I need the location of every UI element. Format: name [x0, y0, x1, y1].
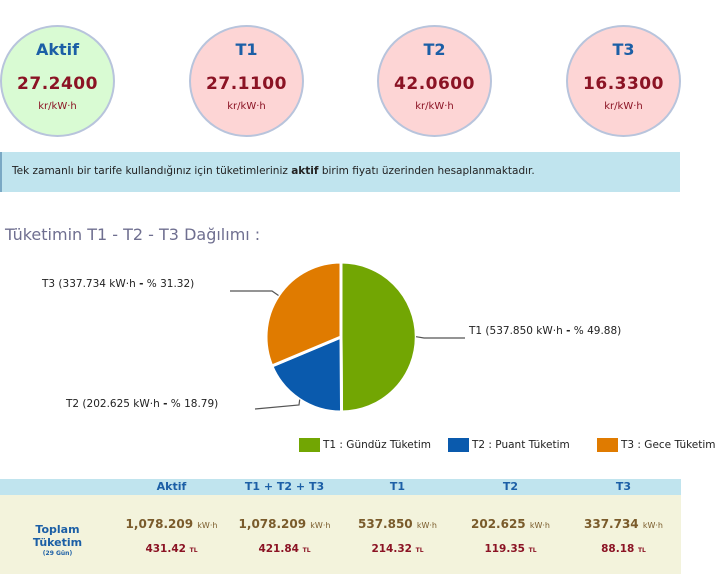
pie-slice-t1	[339, 260, 418, 414]
rate-value: 27.1100	[206, 74, 287, 94]
legend-swatch-t2	[448, 438, 469, 452]
table-row: Toplam Tüketim (29 Gün) 1,078.209 kW·h 1…	[0, 495, 681, 574]
info-text-before: Tek zamanlı bir tarife kullandığınız içi…	[12, 165, 292, 177]
table-header-aktif: Aktif	[156, 480, 187, 493]
table-header-t3: T3	[615, 480, 632, 493]
rate-circle-aktif: Aktif 27.2400 kr/kW·h	[0, 25, 115, 137]
row-label-line1: Toplam	[35, 523, 80, 536]
rate-value: 16.3300	[583, 74, 664, 94]
pie-chart: T1 (537.850 kW·h - % 49.88) T2 (202.625 …	[41, 260, 621, 414]
table-header-total: T1 + T2 + T3	[244, 480, 325, 493]
section-title: Tüketimin T1 - T2 - T3 Dağılımı :	[5, 225, 261, 244]
kwh-cell-aktif: 1,078.209 kW·h	[125, 517, 218, 531]
pie-label-t2: T2 (202.625 kW·h - % 18.79)	[65, 398, 218, 410]
rate-title: T2	[423, 40, 446, 59]
consumption-table: Aktif T1 + T2 + T3 T1 T2 T3 Toplam Tüket…	[0, 479, 681, 574]
row-label-line2: Tüketim	[32, 536, 83, 549]
pie-label-t3: T3 (337.734 kW·h - % 31.32)	[41, 278, 194, 290]
tl-cell-t2: 119.35 TL	[484, 543, 537, 555]
rate-unit: kr/kW·h	[227, 101, 266, 112]
legend-item-t1: T1 : Gündüz Tüketim	[299, 438, 431, 452]
rate-unit: kr/kW·h	[415, 101, 454, 112]
rate-unit: kr/kW·h	[38, 101, 77, 112]
kwh-cell-t3: 337.734 kW·h	[584, 517, 663, 531]
legend-label: T3 : Gece Tüketim	[621, 439, 716, 451]
rate-value: 42.0600	[394, 74, 475, 94]
rate-title: Aktif	[35, 40, 80, 59]
rate-circle-t2: T2 42.0600 kr/kW·h	[377, 25, 492, 137]
table-header-t2: T2	[502, 480, 519, 493]
rate-circle-t3: T3 16.3300 kr/kW·h	[566, 25, 681, 137]
tl-cell-aktif: 431.42 TL	[145, 543, 198, 555]
tl-cell-t1: 214.32 TL	[371, 543, 424, 555]
pie-leader-line-t1	[415, 336, 465, 339]
row-label-days: (29 Gün)	[42, 550, 73, 557]
kwh-cell-t1: 537.850 kW·h	[358, 517, 437, 531]
info-banner: Tek zamanlı bir tarife kullandığınız içi…	[0, 152, 680, 192]
tl-cell-t3: 88.18 TL	[601, 543, 646, 555]
kwh-cell-total: 1,078.209 kW·h	[238, 517, 331, 531]
info-text-after: birim fiyatı üzerinden hesaplanmaktadır.	[318, 165, 535, 177]
info-text-bold: aktif	[291, 165, 319, 177]
pie-leader-line-t2	[254, 399, 301, 410]
rate-circle-t1: T1 27.1100 kr/kW·h	[189, 25, 304, 137]
rate-title: T1	[235, 40, 258, 59]
table-header-row: Aktif T1 + T2 + T3 T1 T2 T3	[0, 479, 681, 495]
table-header-t1: T1	[389, 480, 406, 493]
legend-swatch-t3	[597, 438, 618, 452]
rate-unit: kr/kW·h	[604, 101, 643, 112]
legend-swatch-t1	[299, 438, 320, 452]
legend-label: T1 : Gündüz Tüketim	[323, 439, 431, 451]
rate-value: 27.2400	[17, 74, 98, 94]
table-row-label: Toplam Tüketim (29 Gün)	[0, 495, 115, 574]
rate-title: T3	[612, 40, 635, 59]
tl-cell-total: 421.84 TL	[258, 543, 311, 555]
legend-item-t3: T3 : Gece Tüketim	[597, 438, 716, 452]
pie-slice-t3	[264, 260, 343, 368]
pie-leader-line-t3	[230, 290, 279, 296]
legend-label: T2 : Puant Tüketim	[472, 439, 570, 451]
legend-item-t2: T2 : Puant Tüketim	[448, 438, 570, 452]
pie-label-t1: T1 (537.850 kW·h - % 49.88)	[468, 325, 621, 337]
kwh-cell-t2: 202.625 kW·h	[471, 517, 550, 531]
pie-slice-t2	[269, 334, 344, 414]
